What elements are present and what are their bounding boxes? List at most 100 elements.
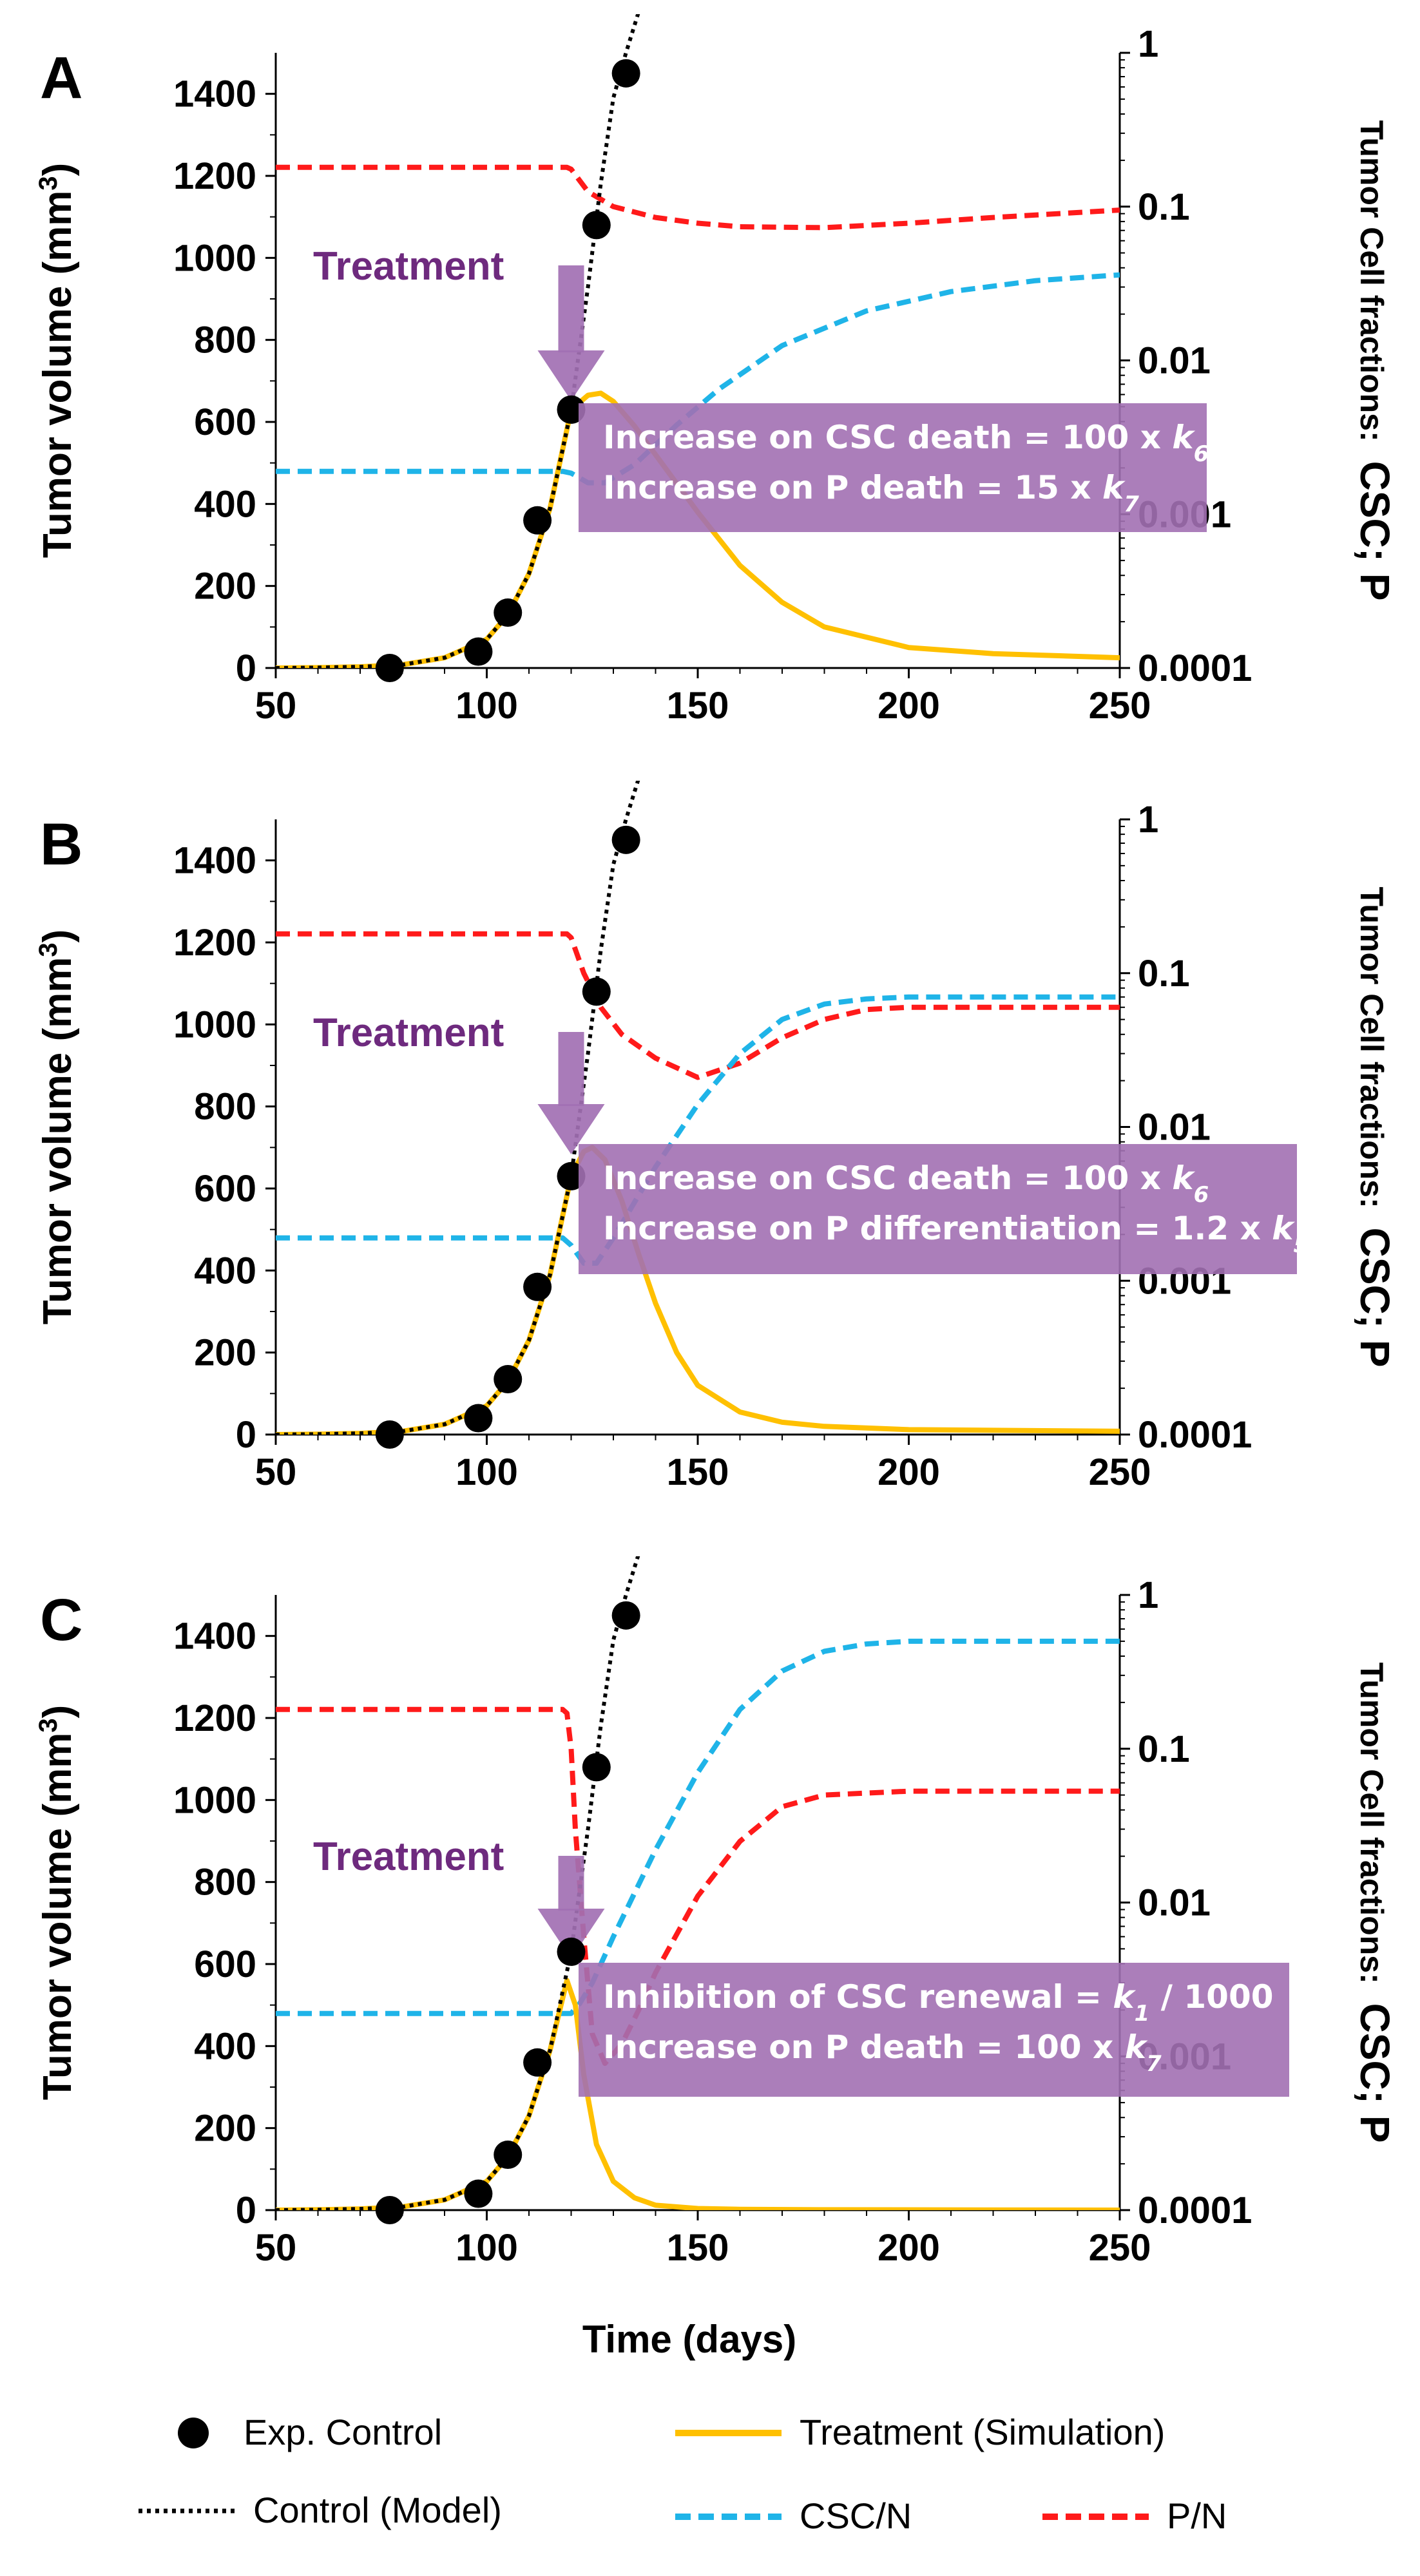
x-tick-label: 200 [878,2227,940,2269]
x-tick-label: 100 [456,1451,518,1493]
exp-control-point [557,395,586,424]
exp-control-point [375,654,404,682]
y-tick-label: 1200 [173,155,256,197]
y-tick-label: 200 [194,2108,256,2150]
control-model-line [276,14,640,668]
treatment-arrow-shaft [558,265,584,352]
x-tick-label: 200 [878,1451,940,1493]
exp-control-point [611,1601,640,1630]
y-tick-label: 600 [194,1943,256,1985]
exp-control-point [464,2179,493,2208]
legend-item-p: P/N [1042,2495,1227,2536]
exp-control-point [582,211,611,240]
exp-control-point [523,2048,552,2077]
x-tick-label: 200 [878,685,940,727]
exp-control-point [494,598,523,627]
x-tick-label: 250 [1089,1451,1151,1493]
annotation-line: Increase on CSC death = 100 x k6 [603,419,1209,467]
legend-label-csc: CSC/N [800,2495,912,2536]
plot-area [276,14,1120,668]
y-axis-label: Tumor volume (mm3) [34,163,80,558]
y-tick-label: 600 [194,401,256,443]
y2-tick-label: 1 [1138,799,1158,841]
treatment-arrow-shaft [558,1856,584,1911]
y-tick-label: 1400 [173,840,256,882]
legend-item-csc: CSC/N [675,2495,912,2536]
legend-swatch-exp-control [178,2418,209,2448]
treatment-arrow-head [537,1909,605,1959]
annotation-box [579,403,1207,532]
x-tick-label: 50 [255,685,297,727]
annotation-line: Increase on P death = 15 x k7 [603,469,1139,517]
y-tick-label: 200 [194,566,256,607]
legend-item-treatment: Treatment (Simulation) [675,2412,1165,2452]
y-axis-label: Tumor volume (mm3) [34,930,80,1325]
y2-tick-label: 0.01 [1138,1107,1211,1149]
y-tick-label: 1200 [173,922,256,964]
legend-label-p: P/N [1167,2495,1227,2536]
csc-fraction-line [276,994,1120,1266]
x-tick-label: 100 [456,685,518,727]
x-tick-label: 150 [667,685,729,727]
treatment-label: Treatment [313,1835,504,1879]
exp-control-point [464,1404,493,1433]
y-tick-label: 800 [194,1862,256,1903]
y2-tick-label: 0.01 [1138,340,1211,382]
y-tick-label: 1200 [173,1697,256,1739]
annotation-line: Inhibition of CSC renewal = k1 / 1000 [603,1978,1274,2027]
p-fraction-line [276,931,1120,1080]
annotation-line: Increase on P death = 100 x k7 [603,2028,1162,2077]
control-model-line [276,1556,640,2210]
legend: Exp. Control Treatment (Simulation) Contro… [139,2412,1227,2536]
legend-label-treatment: Treatment (Simulation) [800,2412,1165,2452]
y-tick-label: 1000 [173,1779,256,1821]
panel-c: C 0 200 400 600 800 1000 1200 1400 50 100 150 200 250… [34,1556,1398,2269]
x-tick-label: 150 [667,1451,729,1493]
y2-tick-label: 0.01 [1138,1882,1211,1924]
treatment-simulation-line [276,390,1120,668]
y2-tick-label: 0.0001 [1138,2190,1252,2231]
panel-b: B 0 200 400 600 800 1000 1200 1400 50 100 150 200 250… [34,781,1398,1493]
y-tick-label: 0 [236,2190,256,2231]
y2-tick-label: 0.1 [1138,1728,1190,1770]
plot-area [276,781,1120,1435]
y2-tick-label: 0.1 [1138,186,1190,228]
exp-control-point [375,2196,404,2224]
panel-letter: B [40,812,82,877]
x-tick-label: 100 [456,2227,518,2269]
x-tick-label: 50 [255,2227,297,2269]
y2-tick-label: 1 [1138,23,1158,65]
y-tick-label: 1000 [173,237,256,279]
exp-control-point [582,977,611,1006]
exp-control-point [523,506,552,535]
legend-item-exp: Exp. Control [178,2412,442,2452]
legend-item-control: Control (Model) [139,2490,502,2530]
y-tick-label: 1400 [173,73,256,115]
exp-control-point [375,1420,404,1449]
y-axis-label: Tumor volume (mm3) [34,1705,80,2101]
y2-tick-label: 0.0001 [1138,1414,1252,1456]
legend-label-exp: Exp. Control [244,2412,442,2452]
annotation-line: Increase on P differentiation = 1.2 x k5 [603,1210,1309,1258]
treatment-simulation-line [276,1978,1120,2210]
y2-tick-label: 1 [1138,1574,1158,1616]
exp-control-point [582,1753,611,1782]
exp-control-point [611,59,640,88]
treatment-label: Treatment [313,244,504,289]
y2-axis-label: Tumor Cell fractions:CSC; P [1352,886,1398,1367]
csc-fraction-line [276,1638,1120,2016]
exp-control-point [557,1161,586,1190]
treatment-arrow-shaft [558,1032,584,1106]
y-tick-label: 800 [194,320,256,361]
plot-area [276,1556,1120,2210]
treatment-label: Treatment [313,1011,504,1055]
y-tick-label: 1000 [173,1004,256,1045]
panel-letter: A [40,45,82,111]
y-tick-label: 0 [236,647,256,689]
exp-control-point [494,2141,523,2170]
x-axis-label: Time (days) [582,2318,796,2361]
exp-control-point [464,637,493,666]
legend-label-control: Control (Model) [253,2490,502,2530]
y-tick-label: 400 [194,2025,256,2067]
